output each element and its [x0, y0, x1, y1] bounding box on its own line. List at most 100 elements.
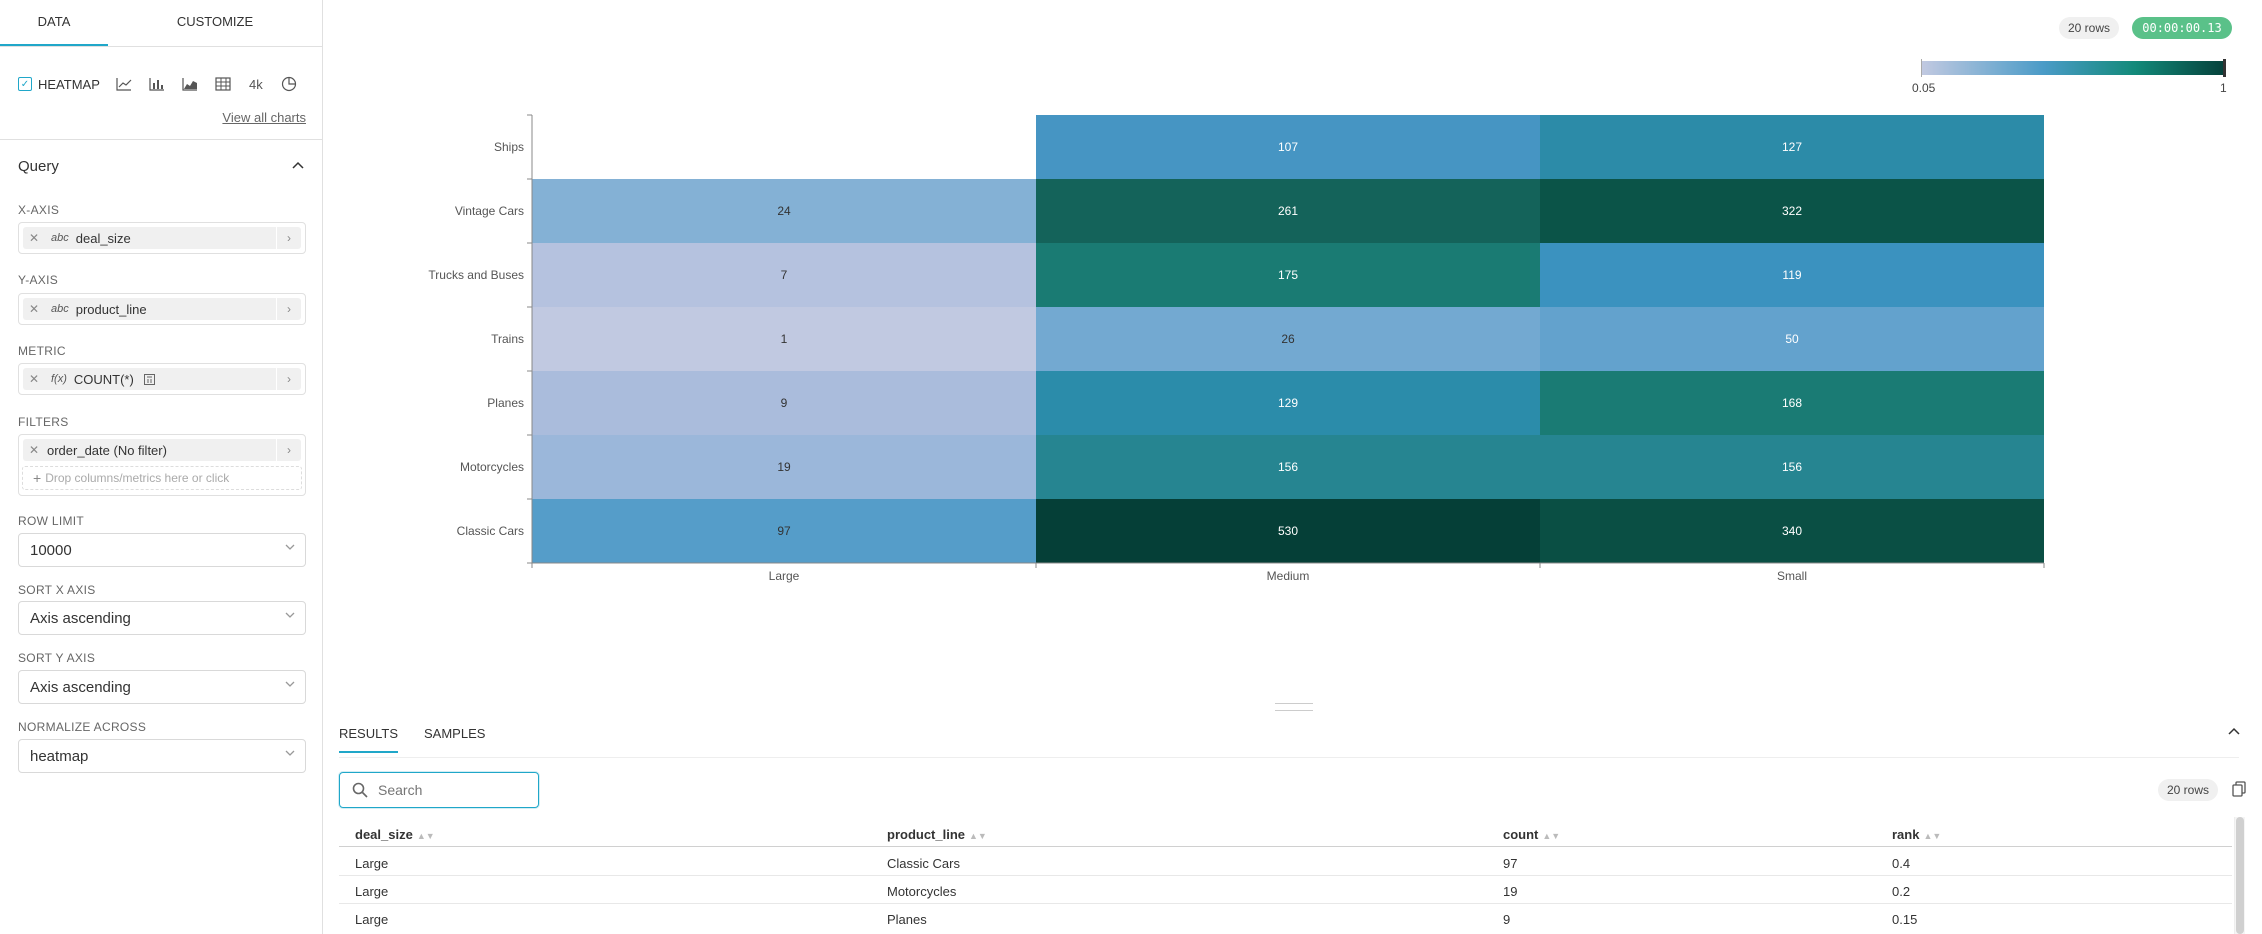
normalize-select[interactable]: heatmap [18, 739, 306, 773]
tab-customize[interactable]: CUSTOMIZE [176, 14, 254, 29]
heatmap-cell[interactable] [1036, 307, 1540, 371]
scrollbar-thumb[interactable] [2236, 817, 2244, 934]
heatmap-cell-label: 168 [1782, 396, 1802, 410]
chevron-up-icon[interactable] [292, 158, 304, 172]
filters-field: ✕ order_date (No filter) › [18, 434, 306, 496]
control-panel: DATA CUSTOMIZE ✓ HEATMAP 4k View all cha… [0, 0, 323, 934]
y-axis-tick-label: Motorcycles [460, 460, 524, 474]
chevron-down-icon [285, 610, 295, 622]
heatmap-cell-label: 156 [1782, 460, 1802, 474]
chevron-right-icon[interactable]: › [276, 439, 301, 461]
filter-dropzone[interactable]: + Drop columns/metrics here or click [22, 466, 302, 490]
table-scrollbar[interactable] [2234, 817, 2245, 934]
heatmap-cell[interactable] [1036, 179, 1540, 243]
column-header-product-line[interactable]: product_line ▲▼ [887, 827, 987, 842]
chevron-down-icon [285, 542, 295, 554]
search-input[interactable] [376, 781, 530, 799]
x-axis-tick-label: Large [769, 569, 800, 583]
resize-handle[interactable] [1275, 703, 1313, 711]
metric-field[interactable]: ✕ f(x) COUNT(*) › [18, 363, 306, 395]
heatmap-cell[interactable] [532, 371, 1036, 435]
column-header-rank[interactable]: rank ▲▼ [1892, 827, 1942, 842]
remove-icon[interactable]: ✕ [28, 302, 40, 316]
calculator-icon [143, 373, 155, 385]
tab-data[interactable]: DATA [0, 0, 108, 46]
tab-samples[interactable]: SAMPLES [424, 726, 486, 741]
heatmap-cell-label: 530 [1278, 524, 1298, 538]
heatmap-cell-label: 175 [1278, 268, 1298, 282]
chevron-right-icon[interactable]: › [276, 368, 301, 390]
heatmap-cell[interactable] [1540, 179, 2044, 243]
divider [0, 139, 322, 140]
sort-icon[interactable]: ▲▼ [1542, 831, 1561, 841]
sort-icon[interactable]: ▲▼ [969, 831, 987, 841]
sort-x-select[interactable]: Axis ascending [18, 601, 306, 635]
view-all-charts-link[interactable]: View all charts [222, 110, 306, 125]
x-axis-tick-label: Medium [1267, 569, 1310, 583]
filter-pill[interactable]: ✕ order_date (No filter) › [23, 439, 301, 461]
filters-label: FILTERS [18, 415, 69, 429]
results-row-count-badge: 20 rows [2158, 779, 2218, 801]
big-number-icon[interactable]: 4k [249, 76, 263, 92]
legend-min-handle [1921, 59, 1922, 77]
heatmap-cell[interactable] [1540, 371, 2044, 435]
table-cell: 19 [1503, 884, 1518, 899]
results-search[interactable] [339, 772, 539, 808]
heatmap-cell[interactable] [1540, 499, 2044, 563]
table-cell: 97 [1503, 856, 1518, 871]
metric-type-label: f(x) [51, 373, 67, 385]
column-header-count[interactable]: count ▲▼ [1503, 827, 1561, 842]
area-chart-icon[interactable] [180, 74, 200, 94]
heatmap-checkbox[interactable]: ✓ [18, 77, 32, 91]
heatmap-cell[interactable] [532, 243, 1036, 307]
heatmap-cell[interactable] [532, 499, 1036, 563]
remove-icon[interactable]: ✕ [28, 231, 40, 245]
heatmap-cell[interactable] [1036, 371, 1540, 435]
metric-value: COUNT(*) [73, 371, 134, 387]
copy-icon[interactable] [2232, 781, 2246, 797]
remove-icon[interactable]: ✕ [28, 443, 40, 457]
heatmap-cell-label: 26 [1281, 332, 1295, 346]
heatmap-cell[interactable] [1036, 243, 1540, 307]
heatmap-cell[interactable] [1036, 435, 1540, 499]
row-limit-select[interactable]: 10000 [18, 533, 306, 567]
heatmap-cell-label: 340 [1782, 524, 1802, 538]
heatmap-cell[interactable] [1540, 307, 2044, 371]
heatmap-cell[interactable] [532, 307, 1036, 371]
sort-icon[interactable]: ▲▼ [416, 831, 435, 841]
tab-results[interactable]: RESULTS [339, 726, 398, 753]
heatmap-cell[interactable] [1540, 435, 2044, 499]
chevron-right-icon[interactable]: › [276, 227, 301, 249]
y-axis-tick-label: Ships [494, 140, 524, 154]
chevron-right-icon[interactable]: › [276, 298, 301, 320]
table-icon[interactable] [213, 74, 233, 94]
query-section-title[interactable]: Query [18, 158, 59, 175]
table-cell: 9 [1503, 912, 1511, 927]
viz-selected-label[interactable]: HEATMAP [38, 76, 100, 92]
heatmap-cell[interactable] [1036, 499, 1540, 563]
heatmap-cell[interactable] [1540, 115, 2044, 179]
row-limit-label: ROW LIMIT [18, 514, 85, 528]
remove-icon[interactable]: ✕ [28, 372, 40, 386]
column-header-deal-size[interactable]: deal_size ▲▼ [355, 827, 435, 842]
heatmap-cell[interactable] [1036, 115, 1540, 179]
y-axis-field[interactable]: ✕ abc product_line › [18, 293, 306, 325]
sort-icon[interactable]: ▲▼ [1923, 831, 1942, 841]
heatmap-cell[interactable] [532, 115, 1036, 179]
bar-chart-icon[interactable] [147, 74, 167, 94]
y-axis-tick-label: Classic Cars [457, 524, 524, 538]
pie-chart-icon[interactable] [279, 74, 299, 94]
heatmap-cell[interactable] [1540, 243, 2044, 307]
x-axis-field[interactable]: ✕ abc deal_size › [18, 222, 306, 254]
chevron-down-icon [285, 679, 295, 691]
heatmap-cell[interactable] [532, 435, 1036, 499]
chevron-up-icon[interactable] [2228, 722, 2240, 738]
sort-y-select[interactable]: Axis ascending [18, 670, 306, 704]
filter-value: order_date (No filter) [47, 442, 167, 458]
heatmap-cell[interactable] [532, 179, 1036, 243]
line-chart-icon[interactable] [114, 74, 134, 94]
table-cell: Large [355, 856, 389, 871]
sort-y-label: SORT Y AXIS [18, 651, 96, 665]
viz-type-row: ✓ HEATMAP 4k [18, 72, 312, 96]
heatmap-cell-label: 127 [1782, 140, 1802, 154]
